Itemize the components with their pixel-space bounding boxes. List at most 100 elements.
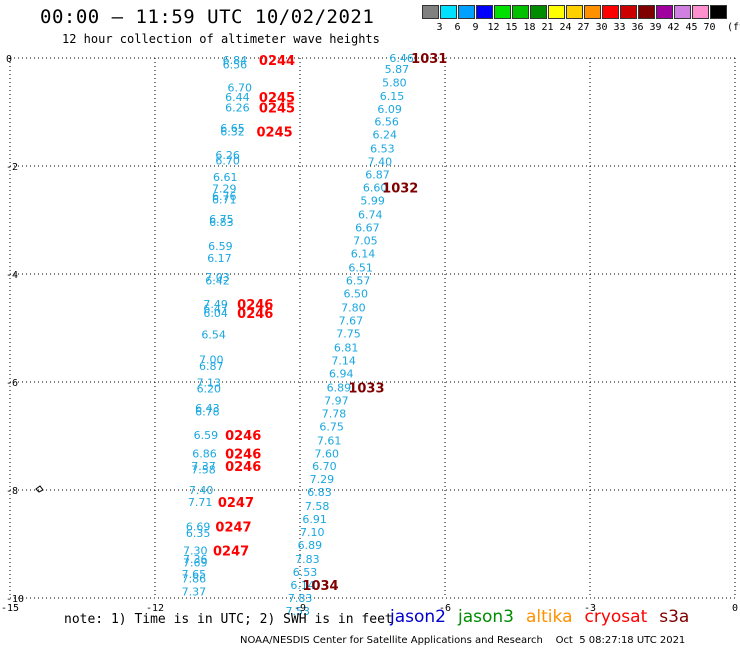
wave-height-label: 7.65 (182, 568, 207, 581)
wave-height-label: 6.32 (220, 125, 245, 138)
wave-height-label: 5.99 (360, 195, 385, 208)
wave-height-label: 6.61 (213, 171, 238, 184)
wave-height-label: 6.60 (363, 182, 388, 195)
wave-height-label: 6.89 (327, 381, 352, 394)
wave-height-label: 7.13 (197, 377, 222, 390)
wave-height-label: 7.40 (189, 484, 214, 497)
wave-height-label: 7.69 (183, 556, 208, 569)
wave-height-label: 7.14 (331, 354, 356, 367)
wave-height-label: 6.65 (220, 122, 245, 135)
pass-time-marker: 0247 (218, 496, 254, 511)
scale-label-24: 24 (559, 22, 572, 33)
wave-height-label: 7.37 (191, 460, 216, 473)
wave-height-label: 7.29 (212, 183, 237, 196)
wave-height-label: 6.56 (374, 116, 399, 129)
x-tick-label: -12 (146, 603, 164, 614)
wave-height-label: 7.58 (305, 500, 330, 513)
wave-height-label: 5.87 (385, 63, 410, 76)
scale-label-6: 6 (454, 22, 461, 33)
wave-height-label: 6.70 (215, 155, 240, 168)
wave-height-label: 7.30 (183, 544, 208, 557)
wave-height-label: 6.53 (293, 566, 318, 579)
time-markers: 0244024502450245024602460246024602460247… (213, 52, 447, 594)
scale-swatch-33 (602, 5, 619, 19)
wave-height-label: 7.29 (310, 473, 335, 486)
scale-swatch-21 (530, 5, 547, 19)
wave-height-label: 6.89 (298, 539, 323, 552)
wave-height-label: 7.83 (288, 592, 313, 605)
pass-time-marker: 1034 (302, 579, 338, 594)
scale-label-3: 3 (436, 22, 443, 33)
scale-swatch-12 (476, 5, 493, 19)
x-tick-label: -3 (584, 603, 596, 614)
wave-height-label: 7.10 (300, 526, 325, 539)
wave-height-label: 7.75 (336, 327, 361, 340)
scale-swatch-70 (692, 5, 709, 19)
coastline-fragment (35, 485, 44, 493)
wave-height-label: 6.43 (195, 402, 220, 415)
pass-time-marker: 0245 (259, 91, 295, 106)
wave-height-label: 6.26 (225, 102, 250, 115)
wave-height-label: 6.70 (312, 460, 337, 473)
scale-label-9: 9 (472, 22, 479, 33)
wave-height-label: 6.54 (201, 328, 226, 341)
y-tick-label: -4 (6, 270, 18, 281)
wave-height-label: 6.59 (208, 240, 233, 253)
scale-swatch-6 (440, 5, 457, 19)
wave-height-label: 6.47 (203, 303, 228, 316)
wave-height-label: 6.87 (199, 360, 224, 373)
scale-label-70: 70 (703, 22, 716, 33)
wave-height-label: 7.37 (182, 586, 207, 599)
wave-height-label: 7.00 (199, 353, 224, 366)
x-tick-label: -15 (1, 603, 19, 614)
wave-height-label: 7.61 (317, 434, 342, 447)
wave-height-label: 6.42 (205, 274, 230, 287)
wave-height-label: 6.76 (212, 190, 237, 203)
pass-time-marker: 0245 (257, 125, 293, 140)
scale-label-12: 12 (487, 22, 500, 33)
wave-height-label: 7.03 (205, 271, 230, 284)
scale-swatch-24 (548, 5, 565, 19)
scale-label-45: 45 (685, 22, 698, 33)
pass-time-marker: 0246 (237, 307, 273, 322)
wave-height-label: 6.56 (223, 58, 248, 71)
x-tick-label: -6 (439, 603, 451, 614)
wave-height-label: 7.60 (315, 447, 340, 460)
pass-time-marker: 0247 (215, 521, 251, 536)
map-subtitle: 12 hour collection of altimeter wave hei… (62, 32, 380, 46)
scale-label-39: 39 (649, 22, 662, 33)
scale-swatch-36 (620, 5, 637, 19)
pass-time-marker: 1033 (348, 381, 384, 396)
wave-height-label: 6.17 (207, 252, 232, 265)
map-grid (9, 57, 736, 599)
wave-height-label: 7.36 (183, 553, 208, 566)
wave-height-label: 7.71 (188, 496, 213, 509)
wave-height-label: 6.57 (346, 274, 371, 287)
pass-time-marker: 0246 (225, 460, 261, 475)
scale-swatch-45 (674, 5, 691, 19)
y-tick-label: 0 (6, 54, 12, 65)
scale-swatch-30 (584, 5, 601, 19)
wave-height-label: 7.67 (339, 314, 364, 327)
wave-height-label: 6.83 (307, 486, 332, 499)
pass-time-marker: 0244 (259, 54, 295, 69)
footer-note: note: 1) Time is in UTC; 2) SWH is in fe… (64, 612, 393, 627)
wave-height-label: 6.81 (334, 341, 359, 354)
y-tick-label: -10 (6, 594, 24, 605)
wave-height-label: 6.70 (228, 82, 253, 95)
wave-height-label: 7.58 (191, 463, 216, 476)
observation-labels: 6.846.566.706.446.266.656.326.266.706.61… (182, 52, 414, 618)
wave-height-label: 7.40 (368, 156, 393, 169)
pass-time-marker: 0245 (259, 102, 295, 117)
wave-height-label: 6.46 (389, 52, 414, 65)
wave-height-label: 7.78 (322, 407, 347, 420)
legend-jason2: jason2 (390, 607, 446, 627)
pass-time-marker: 0246 (225, 447, 261, 462)
x-tick-label: -9 (294, 603, 306, 614)
scale-label-18: 18 (523, 22, 536, 33)
scale-label-36: 36 (631, 22, 644, 33)
scale-swatch-39 (638, 5, 655, 19)
scale-swatch-9 (458, 5, 475, 19)
satellite-legend: jason2 jason3 altika cryosat s3a (390, 607, 701, 627)
scale-label-15: 15 (505, 22, 518, 33)
